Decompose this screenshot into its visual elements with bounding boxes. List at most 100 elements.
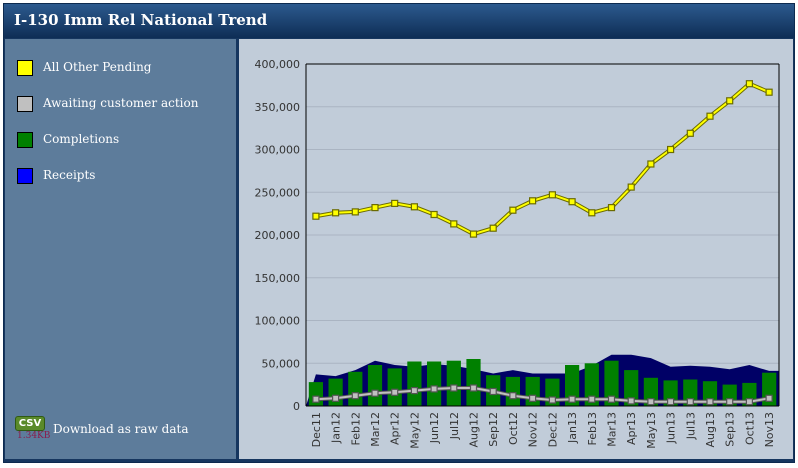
series-point bbox=[351, 392, 359, 400]
series-point bbox=[745, 398, 753, 406]
x-tick-label: Jun12 bbox=[428, 412, 441, 444]
legend-swatch-green bbox=[17, 132, 33, 148]
y-tick-label: 0 bbox=[293, 400, 300, 413]
series-point bbox=[351, 208, 359, 216]
y-tick-label: 200,000 bbox=[255, 229, 301, 242]
x-tick-label: Aug12 bbox=[468, 412, 481, 447]
y-tick-label: 50,000 bbox=[262, 357, 301, 370]
series-point bbox=[726, 398, 734, 406]
csv-download-label: Download as raw data bbox=[53, 422, 189, 436]
report-frame: I-130 Imm Rel National Trend All Other P… bbox=[3, 3, 795, 463]
x-tick-label: Jun13 bbox=[665, 412, 678, 444]
completions-bar bbox=[466, 359, 481, 406]
completions-bar bbox=[584, 363, 599, 407]
csv-icon: CSV bbox=[15, 416, 45, 431]
series-point bbox=[548, 396, 556, 404]
completions-bar bbox=[505, 376, 520, 406]
legend-label: All Other Pending bbox=[43, 60, 152, 74]
series-point bbox=[588, 209, 596, 217]
series-point bbox=[410, 387, 418, 395]
series-point bbox=[765, 88, 773, 96]
x-tick-label: Feb12 bbox=[349, 412, 362, 445]
series-point bbox=[312, 395, 320, 403]
completions-bar bbox=[348, 371, 363, 406]
series-point bbox=[391, 199, 399, 207]
x-tick-label: Sep12 bbox=[487, 412, 500, 447]
y-tick-label: 350,000 bbox=[255, 101, 301, 114]
series-point bbox=[745, 80, 753, 88]
series-point bbox=[430, 385, 438, 393]
series-point bbox=[371, 204, 379, 212]
series-point bbox=[607, 204, 616, 212]
series-point bbox=[469, 384, 478, 392]
x-tick-label: Dec11 bbox=[310, 412, 323, 447]
series-point bbox=[331, 394, 340, 402]
series-point bbox=[627, 183, 635, 191]
title-bar: I-130 Imm Rel National Trend bbox=[4, 4, 794, 38]
completions-bar bbox=[387, 368, 402, 406]
series-point bbox=[450, 220, 458, 228]
y-tick-label: 400,000 bbox=[255, 58, 301, 71]
legend-label: Awaiting customer action bbox=[43, 96, 199, 110]
x-tick-label: Feb13 bbox=[586, 412, 599, 445]
series-point bbox=[667, 398, 675, 406]
series-point bbox=[568, 198, 576, 206]
y-tick-label: 300,000 bbox=[255, 144, 301, 157]
completions-bar bbox=[446, 360, 461, 406]
x-tick-label: Oct12 bbox=[507, 412, 520, 445]
series-point bbox=[667, 145, 675, 154]
x-tick-label: Mar13 bbox=[606, 412, 619, 447]
completions-bar bbox=[604, 360, 619, 406]
x-tick-label: Sep13 bbox=[724, 412, 737, 447]
series-point bbox=[627, 397, 635, 405]
series-point bbox=[529, 197, 537, 205]
series-point bbox=[529, 394, 537, 402]
series-point bbox=[686, 129, 694, 137]
x-tick-label: Jul13 bbox=[684, 412, 697, 440]
legend-panel: All Other Pending Awaiting customer acti… bbox=[5, 39, 236, 459]
series-point bbox=[647, 160, 655, 168]
x-tick-label: Apr13 bbox=[625, 412, 638, 445]
x-tick-label: Jan13 bbox=[566, 412, 579, 444]
series-point bbox=[391, 388, 399, 396]
x-tick-label: Nov13 bbox=[763, 412, 776, 447]
window-title: I-130 Imm Rel National Trend bbox=[14, 11, 268, 29]
chart-panel: 0 50,000 100,000 150,000 200,000 250,000 300,0… bbox=[239, 39, 793, 459]
completions-bar bbox=[367, 365, 383, 406]
x-tick-label: Aug13 bbox=[704, 412, 717, 447]
series-point bbox=[588, 395, 596, 403]
x-tick-label: Nov12 bbox=[527, 412, 540, 447]
x-tick-label: Mar12 bbox=[369, 412, 382, 447]
series-point bbox=[469, 230, 478, 238]
series-point bbox=[686, 398, 694, 406]
series-point bbox=[410, 203, 418, 211]
legend-label: Receipts bbox=[43, 168, 96, 182]
y-tick-label: 100,000 bbox=[255, 315, 301, 328]
completions-bar bbox=[427, 361, 442, 406]
legend-swatch-blue bbox=[17, 168, 33, 184]
x-tick-label: Dec12 bbox=[546, 412, 559, 447]
legend-label: Completions bbox=[43, 132, 120, 146]
series-point bbox=[331, 209, 340, 217]
series-point bbox=[430, 210, 438, 219]
x-tick-label: Jan12 bbox=[330, 412, 343, 444]
x-tick-label: May13 bbox=[645, 412, 658, 449]
series-point bbox=[647, 398, 655, 406]
x-tick-label: May12 bbox=[408, 412, 421, 449]
series-point bbox=[509, 392, 517, 400]
x-tick-label: Oct13 bbox=[743, 412, 756, 445]
trend-chart: 0 50,000 100,000 150,000 200,000 250,000 300,0… bbox=[255, 58, 780, 449]
receipts-area bbox=[306, 354, 779, 406]
series-point bbox=[489, 387, 497, 396]
legend-swatch-gray bbox=[17, 96, 33, 112]
series-point bbox=[450, 384, 458, 392]
series-point bbox=[607, 395, 616, 403]
series-point bbox=[568, 395, 576, 403]
series-point bbox=[726, 97, 734, 105]
y-tick-label: 250,000 bbox=[255, 186, 301, 199]
x-tick-label: Apr12 bbox=[389, 412, 402, 445]
series-point bbox=[509, 206, 517, 214]
x-tick-label: Jul12 bbox=[448, 412, 461, 440]
series-point bbox=[706, 398, 714, 406]
series-point bbox=[765, 394, 773, 402]
